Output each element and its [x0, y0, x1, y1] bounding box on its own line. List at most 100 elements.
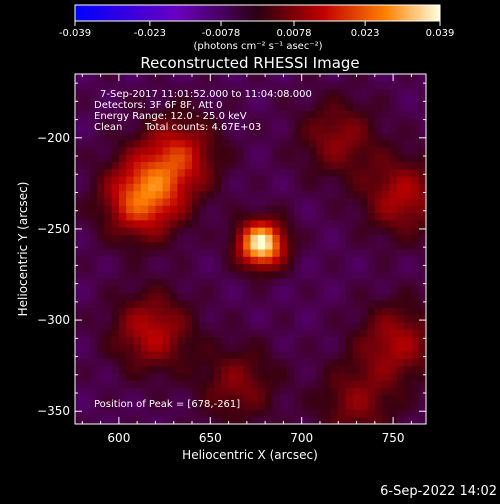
heatmap-cell: [301, 372, 310, 381]
heatmap-cell: [404, 270, 412, 279]
heatmap-cell: [104, 292, 113, 301]
heatmap-cell: [396, 416, 405, 424]
heatmap-cell: [177, 241, 186, 250]
heatmap-cell: [133, 387, 142, 396]
heatmap-cell: [221, 394, 230, 403]
heatmap-cell: [294, 103, 303, 111]
heatmap-cell: [104, 95, 113, 104]
heatmap-cell: [228, 329, 237, 337]
heatmap-cell: [338, 132, 347, 141]
heatmap-cell: [418, 256, 426, 265]
heatmap-cell: [338, 197, 347, 206]
heatmap-cell: [257, 117, 266, 126]
heatmap-cell: [250, 292, 259, 301]
heatmap-cell: [235, 270, 244, 279]
heatmap-cell: [111, 387, 120, 396]
heatmap-cell: [382, 402, 390, 410]
heatmap-cell: [389, 154, 398, 162]
heatmap-cell: [213, 168, 222, 177]
heatmap-cell: [213, 358, 222, 367]
heatmap-cell: [418, 81, 426, 90]
heatmap-cell: [177, 197, 186, 206]
heatmap-cell: [199, 292, 208, 301]
heatmap-cell: [309, 176, 317, 184]
heatmap-cell: [367, 161, 376, 170]
heatmap-cell: [265, 125, 273, 133]
heatmap-cell: [316, 219, 325, 228]
heatmap-cell: [396, 212, 405, 221]
heatmap-cell: [316, 256, 325, 265]
heatmap-cell: [250, 278, 259, 286]
heatmap-cell: [235, 241, 244, 250]
heatmap-cell: [287, 161, 295, 170]
heatmap-cell: [228, 285, 237, 294]
heatmap-cell: [213, 394, 222, 403]
heatmap-cell: [82, 387, 91, 396]
heatmap-cell: [309, 307, 317, 316]
heatmap-cell: [323, 212, 332, 221]
heatmap-cell: [250, 219, 259, 228]
heatmap-cell: [89, 95, 98, 104]
heatmap-cell: [250, 132, 259, 141]
heatmap-cell: [287, 270, 295, 279]
heatmap-cell: [389, 358, 398, 367]
heatmap-cell: [389, 351, 398, 359]
heatmap-cell: [75, 402, 83, 410]
heatmap-cell: [118, 190, 127, 199]
heatmap-cell: [323, 197, 332, 206]
heatmap-cell: [301, 285, 310, 294]
heatmap-cell: [418, 241, 426, 250]
heatmap-cell: [162, 81, 171, 90]
heatmap-cell: [126, 416, 134, 424]
heatmap-cell: [360, 416, 368, 424]
heatmap-cell: [279, 88, 288, 97]
heatmap-cell: [235, 146, 244, 155]
heatmap-cell: [352, 146, 361, 155]
heatmap-cell: [89, 146, 98, 155]
heatmap-cell: [184, 278, 193, 286]
heatmap-cell: [360, 300, 368, 308]
heatmap-cell: [243, 176, 251, 184]
heatmap-cell: [257, 380, 266, 389]
heatmap-cell: [96, 241, 105, 250]
heatmap-cell: [170, 212, 178, 221]
heatmap-cell: [411, 278, 420, 286]
heatmap-cell: [89, 219, 98, 228]
heatmap-cell: [89, 110, 98, 119]
heatmap-cell: [367, 219, 376, 228]
heatmap-cell: [170, 234, 178, 243]
heatmap-cell: [228, 416, 237, 424]
heatmap-cell: [184, 190, 193, 199]
heatmap-cell: [338, 409, 347, 418]
heatmap-cell: [104, 329, 113, 337]
heatmap-cell: [235, 212, 244, 221]
heatmap-cell: [104, 183, 113, 192]
heatmap-cell: [352, 219, 361, 228]
heatmap-cell: [338, 292, 347, 301]
heatmap-cell: [213, 117, 222, 126]
heatmap-cell: [257, 139, 266, 148]
heatmap-cell: [111, 270, 120, 279]
heatmap-cell: [330, 263, 339, 272]
heatmap-cell: [228, 103, 237, 111]
heatmap-cell: [133, 292, 142, 301]
heatmap-cell: [338, 110, 347, 119]
heatmap-cell: [389, 81, 398, 90]
heatmap-cell: [404, 321, 412, 330]
heatmap-cell: [140, 154, 149, 162]
heatmap-cell: [111, 321, 120, 330]
heatmap-cell: [367, 81, 376, 90]
heatmap-cell: [75, 234, 83, 243]
heatmap-cell: [184, 263, 193, 272]
heatmap-cell: [213, 212, 222, 221]
heatmap-cell: [316, 132, 325, 141]
heatmap-cell: [374, 387, 383, 396]
heatmap-cell: [265, 285, 273, 294]
heatmap-cell: [228, 358, 237, 367]
heatmap-cell: [374, 380, 383, 389]
heatmap-cell: [330, 110, 339, 119]
heatmap-cell: [411, 176, 420, 184]
heatmap-cell: [133, 321, 142, 330]
heatmap-cell: [82, 241, 91, 250]
heatmap-cell: [360, 285, 368, 294]
